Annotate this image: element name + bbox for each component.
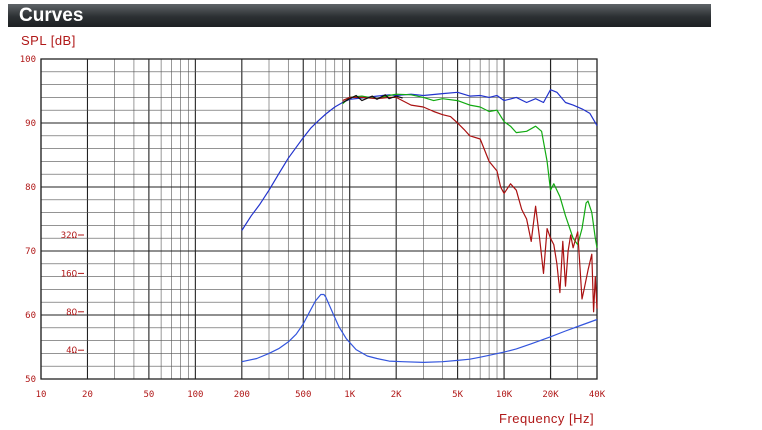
series-line-4: [241, 293, 598, 363]
series-line-2: [342, 96, 598, 313]
y-axis-label: SPL [dB]: [21, 33, 76, 48]
impedance-scale-label: 16Ω: [61, 269, 78, 279]
impedance-scale-label: 4Ω: [66, 346, 77, 356]
header-bar: Curves: [8, 4, 711, 27]
x-tick-label: 100: [187, 390, 203, 400]
series-line-0: [241, 89, 598, 231]
impedance-scale-label: 32Ω: [61, 231, 78, 241]
series-line-1: [342, 93, 598, 248]
x-tick-label: 1K: [344, 390, 355, 400]
x-tick-label: 10K: [496, 390, 513, 400]
x-tick-label: 5K: [452, 390, 463, 400]
x-tick-label: 40K: [589, 390, 606, 400]
y-tick-label: 100: [20, 55, 36, 65]
x-tick-label: 50: [143, 390, 154, 400]
x-axis-label: Frequency [Hz]: [499, 411, 595, 426]
plot-area: [41, 59, 597, 379]
impedance-scale-label: 8Ω: [66, 308, 77, 318]
x-tick-label: 2K: [391, 390, 402, 400]
y-tick-label: 80: [25, 183, 36, 193]
x-tick-label: 500: [295, 390, 311, 400]
y-tick-label: 60: [25, 311, 36, 321]
x-tick-label: 20: [82, 390, 93, 400]
y-tick-label: 50: [25, 375, 36, 385]
header-title: Curves: [19, 5, 84, 26]
plot-frame: [40, 58, 598, 380]
y-tick-label: 90: [25, 119, 36, 129]
x-tick-label: 20K: [542, 390, 559, 400]
x-tick-label: 200: [234, 390, 250, 400]
series-line-3: [342, 94, 403, 104]
x-tick-label: 10: [36, 390, 47, 400]
y-tick-label: 70: [25, 247, 36, 257]
